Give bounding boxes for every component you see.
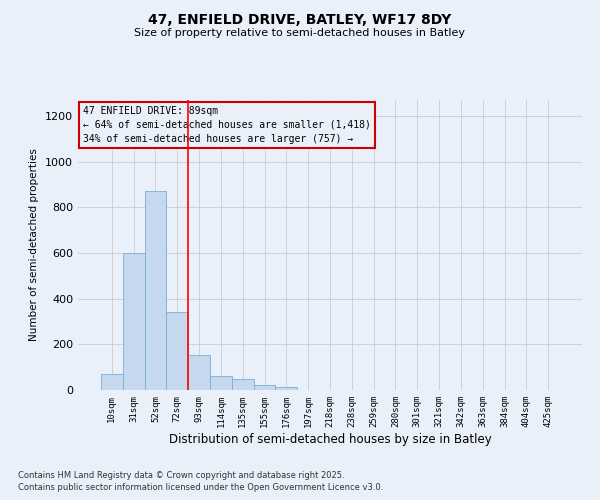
Bar <box>166 312 188 390</box>
Bar <box>145 192 166 390</box>
Bar <box>123 253 145 390</box>
Bar <box>210 376 232 390</box>
Text: 47 ENFIELD DRIVE: 89sqm
← 64% of semi-detached houses are smaller (1,418)
34% of: 47 ENFIELD DRIVE: 89sqm ← 64% of semi-de… <box>83 106 371 144</box>
Text: 47, ENFIELD DRIVE, BATLEY, WF17 8DY: 47, ENFIELD DRIVE, BATLEY, WF17 8DY <box>148 12 452 26</box>
Bar <box>188 354 210 390</box>
Text: Contains public sector information licensed under the Open Government Licence v3: Contains public sector information licen… <box>18 483 383 492</box>
X-axis label: Distribution of semi-detached houses by size in Batley: Distribution of semi-detached houses by … <box>169 432 491 446</box>
Bar <box>101 374 123 390</box>
Bar <box>275 386 297 390</box>
Y-axis label: Number of semi-detached properties: Number of semi-detached properties <box>29 148 40 342</box>
Bar <box>232 380 254 390</box>
Text: Contains HM Land Registry data © Crown copyright and database right 2025.: Contains HM Land Registry data © Crown c… <box>18 470 344 480</box>
Text: Size of property relative to semi-detached houses in Batley: Size of property relative to semi-detach… <box>134 28 466 38</box>
Bar <box>254 386 275 390</box>
